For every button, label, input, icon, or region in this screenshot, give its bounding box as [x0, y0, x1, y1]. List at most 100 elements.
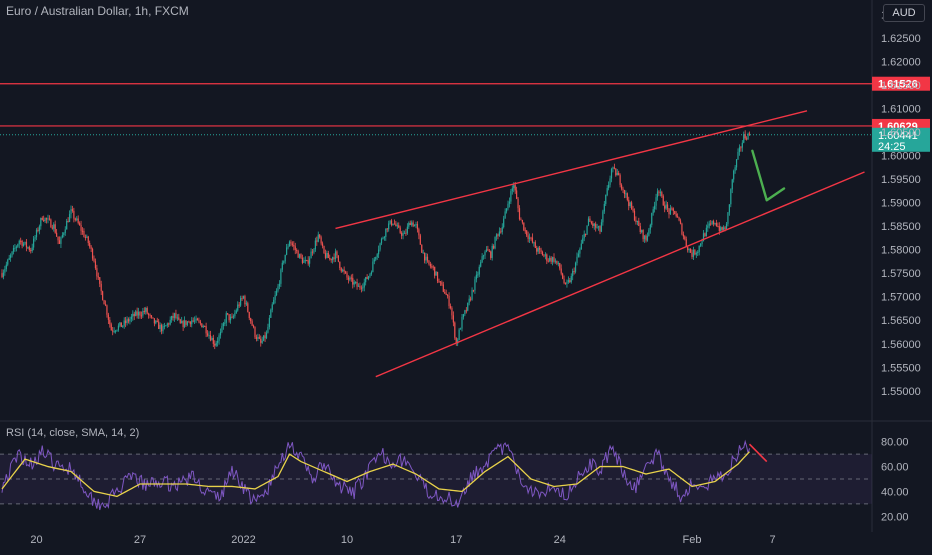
candle-body	[117, 325, 120, 330]
currency-badge[interactable]: AUD	[883, 4, 925, 22]
candle-body	[129, 319, 131, 322]
candle-body	[288, 241, 291, 247]
candle-body	[314, 240, 316, 250]
candle-body	[172, 316, 174, 318]
candle-body	[139, 311, 141, 316]
candle-body	[435, 271, 437, 276]
symbol-title[interactable]: Euro / Australian Dollar, 1h, FXCM	[6, 4, 189, 18]
candle-body	[411, 222, 413, 226]
candle-body	[56, 232, 58, 237]
candle-body	[648, 229, 650, 236]
candle-body	[77, 218, 79, 224]
candle-body	[684, 236, 686, 240]
candle-body	[553, 257, 555, 262]
candle-body	[421, 244, 423, 253]
candle-body	[589, 218, 591, 222]
candle-body	[409, 222, 411, 226]
upper-wedge-line[interactable]	[335, 110, 808, 230]
candle-body	[25, 241, 28, 248]
candle-body	[33, 238, 35, 248]
candle-body	[165, 325, 167, 327]
candle-body	[534, 242, 536, 248]
candle-body	[252, 325, 255, 328]
candle-body	[24, 241, 26, 244]
candle-body	[528, 237, 531, 239]
candle-body	[727, 212, 729, 224]
bearish-arrow[interactable]	[751, 149, 786, 202]
candle-body	[156, 320, 158, 322]
candle-body	[229, 316, 232, 321]
candle-body	[80, 225, 82, 231]
candle-body	[662, 196, 664, 206]
candle-body	[451, 307, 453, 316]
candle-body	[221, 326, 223, 332]
rsi-divergence-line[interactable]	[748, 443, 768, 463]
candle-body	[730, 189, 732, 205]
candle-body	[277, 286, 279, 291]
candle-body	[470, 298, 472, 300]
level-price-label: 1.61526	[878, 79, 918, 91]
candle-body	[493, 245, 495, 249]
candle-body	[746, 138, 748, 140]
candle-body	[605, 195, 607, 204]
candle-body	[723, 227, 725, 230]
candle-body	[389, 220, 391, 224]
candle-body	[550, 257, 552, 262]
drawings[interactable]	[335, 110, 865, 378]
candle-body	[599, 226, 601, 232]
candle-body	[531, 237, 534, 243]
candle-body	[692, 249, 695, 257]
rsi-line	[1, 439, 750, 511]
candle-body	[202, 326, 204, 328]
candle-body	[209, 335, 212, 341]
candle-body	[215, 342, 217, 346]
candle-body	[353, 282, 355, 285]
rsi-title[interactable]: RSI (14, close, SMA, 14, 2)	[6, 427, 140, 439]
candle-body	[163, 325, 166, 327]
candle-body	[261, 340, 263, 343]
candle-body	[97, 276, 99, 278]
candle-body	[294, 246, 296, 250]
candle-body	[365, 277, 367, 283]
candle-body	[58, 240, 61, 244]
candle-body	[286, 247, 288, 255]
candle-body	[160, 324, 163, 332]
candle-body	[595, 223, 597, 228]
x-tick-label: 7	[769, 534, 775, 546]
candle-body	[488, 250, 490, 252]
candle-body	[235, 310, 237, 313]
candle-body	[114, 330, 117, 332]
candle-body	[685, 239, 687, 247]
candle-body	[234, 312, 236, 317]
candle-body	[367, 276, 370, 279]
candle-body	[18, 240, 20, 245]
candle-body	[303, 260, 305, 263]
candle-body	[638, 220, 640, 227]
candle-body	[275, 290, 278, 296]
candle-body	[631, 202, 633, 210]
candles	[1, 130, 751, 350]
candle-body	[418, 229, 420, 236]
candle-body	[362, 287, 364, 289]
candle-body	[600, 222, 603, 232]
candle-body	[700, 244, 702, 246]
candle-body	[510, 191, 512, 202]
candle-body	[186, 321, 189, 325]
lower-wedge-line[interactable]	[375, 171, 865, 378]
candle-body	[313, 249, 315, 253]
candle-body	[173, 313, 176, 318]
candle-body	[664, 205, 666, 209]
candle-body	[596, 227, 598, 229]
candle-body	[556, 260, 558, 264]
candle-body	[321, 243, 324, 246]
candle-body	[616, 172, 618, 176]
candle-body	[587, 218, 590, 226]
candle-body	[359, 285, 361, 288]
rsi-y-tick-label: 80.00	[881, 437, 909, 449]
candle-body	[158, 321, 160, 330]
candle-body	[168, 323, 170, 325]
candle-body	[323, 245, 325, 254]
candle-body	[125, 320, 127, 324]
